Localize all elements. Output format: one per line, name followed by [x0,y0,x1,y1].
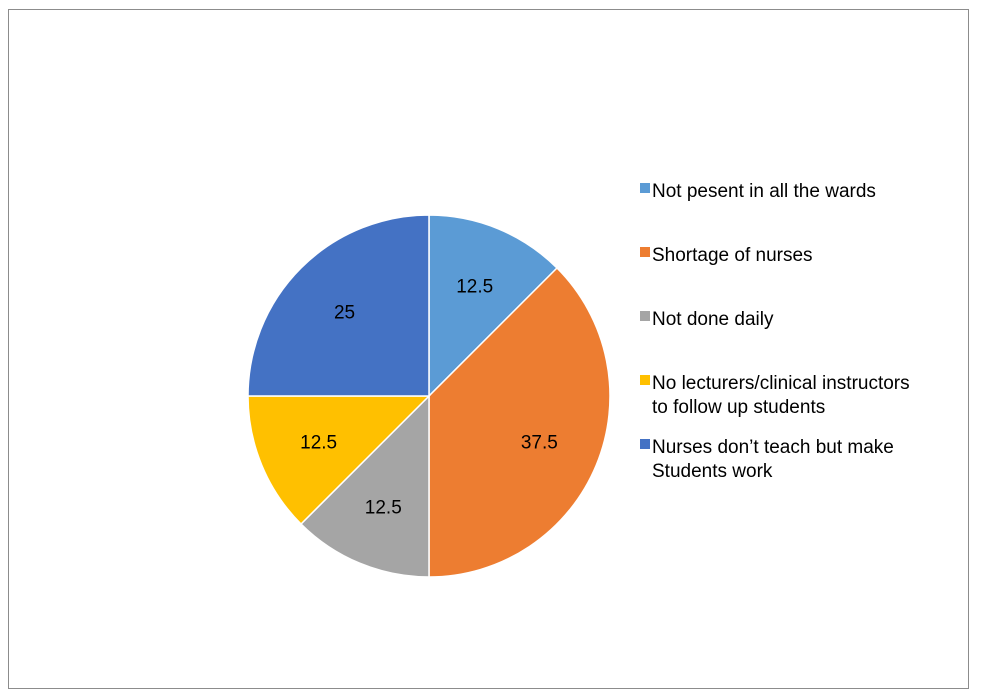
data-label-1: 12.5 [456,277,493,298]
legend-label-line: Not done daily [652,309,774,330]
legend-swatch-2 [640,247,650,257]
pie-slice-4 [247,395,431,526]
legend-item-1: Not pesent in all the wards [640,180,980,244]
data-label-4: 12.5 [300,433,337,454]
legend: Not pesent in all the wards Shortage of n… [640,180,980,500]
legend-label-3: Not done daily [652,308,982,332]
pie-slice-2 [428,266,611,578]
legend-label-line: No lecturers/clinical instructors [652,373,910,394]
data-label-3: 12.5 [365,497,402,518]
data-label-5: 25 [334,303,355,324]
data-label-2: 37.5 [521,433,558,454]
legend-swatch-3 [640,311,650,321]
legend-swatch-1 [640,183,650,193]
legend-label-line: Shortage of nurses [652,245,813,266]
legend-swatch-4 [640,375,650,385]
pie-slice-1 [428,214,559,398]
pie-slice-5 [247,214,430,397]
legend-item-2: Shortage of nurses [640,244,980,308]
legend-item-3: Not done daily [640,308,980,372]
legend-label-line: to follow up students [652,397,826,418]
legend-item-5: Nurses don’t teach but make Students work [640,436,980,500]
pie-chart: 12.5 37.5 12.5 12.5 25 [247,214,611,578]
legend-label-line: Nurses don’t teach but make [652,437,894,458]
legend-label-5: Nurses don’t teach but make Students work [652,436,982,484]
legend-swatch-5 [640,439,650,449]
legend-label-line: Students work [652,461,773,482]
pie-slice-3 [299,394,430,578]
legend-item-4: No lecturers/clinical instructors to foll… [640,372,980,436]
legend-label-4: No lecturers/clinical instructors to foll… [652,372,982,420]
legend-label-2: Shortage of nurses [652,244,982,268]
legend-label-line: Not pesent in all the wards [652,181,876,202]
legend-label-1: Not pesent in all the wards [652,180,982,204]
